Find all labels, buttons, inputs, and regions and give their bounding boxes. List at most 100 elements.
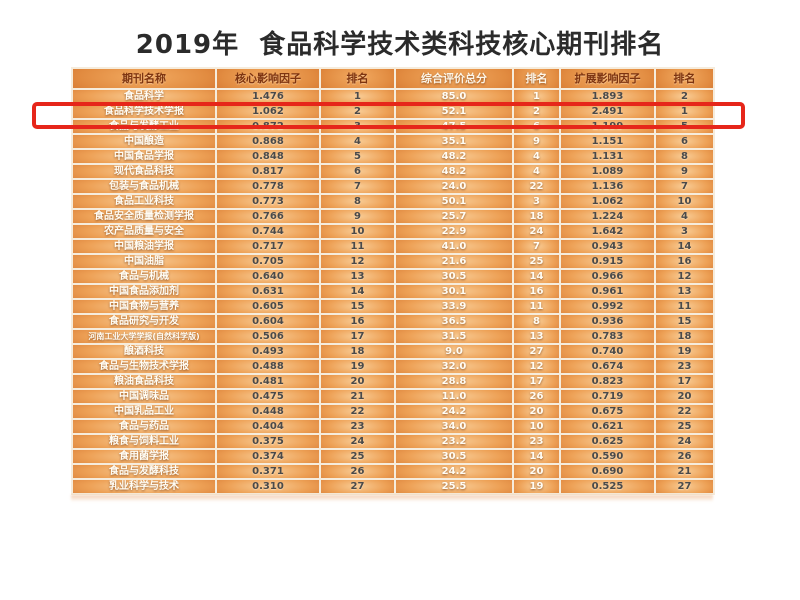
value-cell: 0.631 [215, 283, 321, 300]
value-cell: 20 [512, 463, 561, 480]
value-cell: 26 [512, 388, 561, 405]
header-cell-0: 期刊名称 [71, 67, 217, 90]
table-row: 食品与药品 0.404 23 34.0 10 0.621 25 [71, 418, 715, 435]
value-cell: 15 [319, 298, 396, 315]
value-cell: 0.404 [215, 418, 321, 435]
value-cell: 6 [512, 118, 561, 135]
table-row: 中国调味品 0.475 21 11.0 26 0.719 20 [71, 388, 715, 405]
journal-name-cell: 包装与食品机械 [71, 178, 217, 195]
value-cell: 0.717 [215, 238, 321, 255]
value-cell: 1.199 [559, 118, 656, 135]
journal-name-cell: 中国酿造 [71, 133, 217, 150]
value-cell: 11 [512, 298, 561, 315]
value-cell: 0.605 [215, 298, 321, 315]
value-cell: 0.872 [215, 118, 321, 135]
value-cell: 0.475 [215, 388, 321, 405]
value-cell: 24.0 [394, 178, 514, 195]
value-cell: 0.943 [559, 238, 656, 255]
value-cell: 18 [512, 208, 561, 225]
value-cell: 0.868 [215, 133, 321, 150]
value-cell: 2 [319, 103, 396, 120]
value-cell: 22 [512, 178, 561, 195]
value-cell: 52.1 [394, 103, 514, 120]
table-row: 酿酒科技 0.493 18 9.0 27 0.740 19 [71, 343, 715, 360]
value-cell: 4 [512, 163, 561, 180]
value-cell: 0.481 [215, 373, 321, 390]
value-cell: 30.1 [394, 283, 514, 300]
value-cell: 4 [319, 133, 396, 150]
value-cell: 0.740 [559, 343, 656, 360]
journal-name-cell: 中国油脂 [71, 253, 217, 270]
journal-name-cell: 食品科学 [71, 88, 217, 105]
value-cell: 9 [319, 208, 396, 225]
value-cell: 11.0 [394, 388, 514, 405]
value-cell: 22.9 [394, 223, 514, 240]
value-cell: 13 [654, 283, 715, 300]
value-cell: 12 [654, 268, 715, 285]
value-cell: 10 [512, 418, 561, 435]
table-reflection [71, 495, 713, 502]
table-row: 食用菌学报 0.374 25 30.5 14 0.590 26 [71, 448, 715, 465]
header-cell-5: 扩展影响因子 [559, 67, 656, 90]
table-row: 中国酿造 0.868 4 35.1 9 1.151 6 [71, 133, 715, 150]
value-cell: 22 [654, 403, 715, 420]
journal-name-cell: 粮油食品科技 [71, 373, 217, 390]
value-cell: 19 [319, 358, 396, 375]
value-cell: 1.136 [559, 178, 656, 195]
value-cell: 0.915 [559, 253, 656, 270]
value-cell: 0.936 [559, 313, 656, 330]
value-cell: 15 [654, 313, 715, 330]
value-cell: 31.5 [394, 328, 514, 345]
value-cell: 24 [319, 433, 396, 450]
value-cell: 3 [319, 118, 396, 135]
value-cell: 21 [654, 463, 715, 480]
value-cell: 12 [512, 358, 561, 375]
journal-name-cell: 食品与发酵科技 [71, 463, 217, 480]
value-cell: 0.966 [559, 268, 656, 285]
journal-name-cell: 食品安全质量检测学报 [71, 208, 217, 225]
value-cell: 20 [512, 403, 561, 420]
value-cell: 4 [512, 148, 561, 165]
value-cell: 11 [654, 298, 715, 315]
table-row: 乳业科学与技术 0.310 27 25.5 19 0.525 27 [71, 478, 715, 495]
journal-name-cell: 食品与机械 [71, 268, 217, 285]
value-cell: 9 [654, 163, 715, 180]
value-cell: 25 [512, 253, 561, 270]
journal-name-cell: 食品与发酵工业 [71, 118, 217, 135]
value-cell: 0.778 [215, 178, 321, 195]
value-cell: 23.2 [394, 433, 514, 450]
value-cell: 0.690 [559, 463, 656, 480]
value-cell: 33.9 [394, 298, 514, 315]
table-row: 粮食与饲料工业 0.375 24 23.2 23 0.625 24 [71, 433, 715, 450]
value-cell: 0.371 [215, 463, 321, 480]
journal-name-cell: 食品研究与开发 [71, 313, 217, 330]
value-cell: 1.224 [559, 208, 656, 225]
value-cell: 0.766 [215, 208, 321, 225]
table-row: 中国食物与营养 0.605 15 33.9 11 0.992 11 [71, 298, 715, 315]
value-cell: 6 [319, 163, 396, 180]
value-cell: 0.310 [215, 478, 321, 495]
value-cell: 0.640 [215, 268, 321, 285]
value-cell: 13 [512, 328, 561, 345]
table-row: 食品安全质量检测学报 0.766 9 25.7 18 1.224 4 [71, 208, 715, 225]
value-cell: 1.476 [215, 88, 321, 105]
journal-name-cell: 乳业科学与技术 [71, 478, 217, 495]
value-cell: 23 [512, 433, 561, 450]
journal-name-cell: 食品与药品 [71, 418, 217, 435]
header-cell-3: 综合评价总分 [394, 67, 514, 90]
value-cell: 14 [654, 238, 715, 255]
header-cell-1: 核心影响因子 [215, 67, 321, 90]
table-row: 食品与发酵科技 0.371 26 24.2 20 0.690 21 [71, 463, 715, 480]
value-cell: 47.5 [394, 118, 514, 135]
value-cell: 0.525 [559, 478, 656, 495]
value-cell: 5 [654, 118, 715, 135]
table-row: 包装与食品机械 0.778 7 24.0 22 1.136 7 [71, 178, 715, 195]
value-cell: 1.151 [559, 133, 656, 150]
journal-name-cell: 中国食品添加剂 [71, 283, 217, 300]
value-cell: 21.6 [394, 253, 514, 270]
value-cell: 17 [512, 373, 561, 390]
value-cell: 16 [654, 253, 715, 270]
value-cell: 21 [319, 388, 396, 405]
journal-name-cell: 现代食品科技 [71, 163, 217, 180]
value-cell: 3 [512, 193, 561, 210]
